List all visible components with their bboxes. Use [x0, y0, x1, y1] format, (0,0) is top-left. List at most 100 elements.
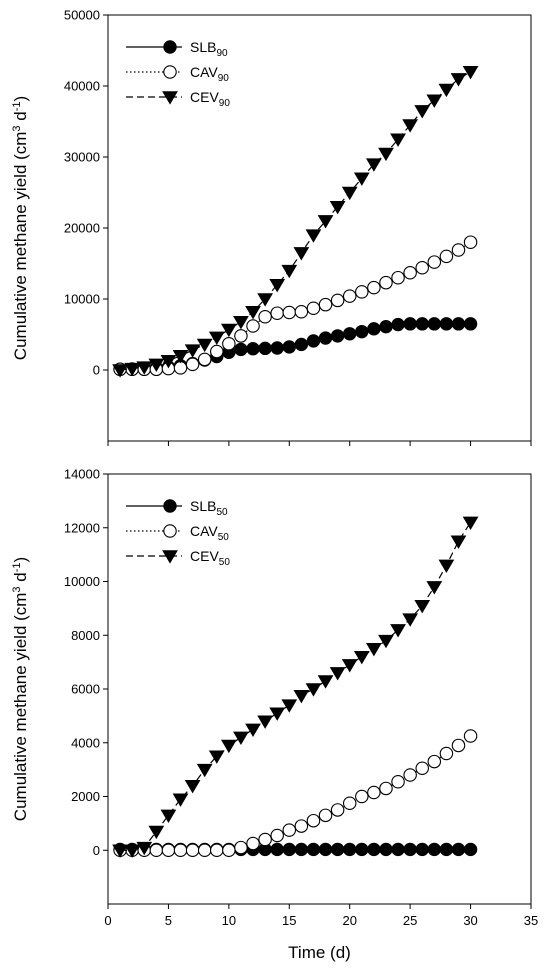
data-point-slb [246, 342, 260, 356]
y-tick-label: 4000 [71, 735, 100, 750]
data-point-cav [306, 301, 321, 315]
data-point-cev [341, 659, 358, 673]
data-point-cav [355, 789, 369, 804]
data-point-cev [426, 581, 443, 595]
data-point-cav [415, 261, 429, 275]
data-point-cev [305, 229, 322, 243]
data-point-cev [329, 200, 346, 215]
data-point-cev [353, 172, 370, 186]
data-point-slb [258, 341, 272, 356]
data-point-cav [294, 305, 309, 319]
data-point-cev [281, 264, 298, 279]
data-point-cav [282, 305, 297, 320]
data-point-slb [427, 842, 442, 857]
data-point-cav [234, 329, 248, 343]
data-point-cav [403, 768, 417, 782]
data-point-slb [306, 842, 321, 857]
data-point-cav [379, 781, 393, 796]
data-point-cev [269, 707, 286, 721]
data-point-slb [270, 341, 284, 355]
data-point-cev [269, 279, 286, 293]
series-cav [113, 235, 478, 377]
x-tick-label: 0 [104, 913, 111, 928]
y-tick-label: 8000 [71, 628, 100, 643]
data-point-slb [439, 317, 454, 331]
data-point-cav [185, 357, 200, 372]
data-point-cav [185, 843, 200, 857]
data-point-slb [367, 842, 381, 857]
data-point-slb [391, 317, 405, 332]
data-point-slb [451, 317, 466, 331]
data-point-cev [196, 338, 213, 353]
chart-panel-bottom: 0 2000 4000 6000 8000 10000 12000 14000 0 5 10 15 20… [11, 467, 538, 963]
data-point-slb [270, 842, 284, 857]
data-point-cav [439, 249, 454, 264]
legend: SLB90 CAV90 CEV90 [126, 39, 230, 109]
data-point-slb [355, 842, 369, 857]
legend-label-slb: SLB90 [190, 39, 228, 59]
data-point-cev [378, 147, 394, 162]
series-cev [112, 66, 479, 378]
data-point-cav [391, 774, 405, 789]
data-point-cav [355, 285, 369, 299]
data-point-cev [341, 186, 358, 201]
series-line-cav [120, 735, 471, 851]
data-point-cav [330, 293, 345, 308]
data-point-slb [439, 842, 454, 857]
data-point-slb [379, 842, 393, 857]
data-point-cav [463, 729, 478, 743]
series-cev [112, 516, 479, 858]
data-point-cev [462, 66, 479, 80]
data-point-cav [415, 761, 429, 776]
data-point-cev [366, 158, 382, 172]
data-point-cav [222, 336, 236, 351]
data-point-cav [294, 819, 309, 833]
data-point-cav [391, 270, 405, 285]
data-point-slb [415, 842, 429, 857]
data-point-slb [391, 842, 405, 857]
data-point-slb [318, 842, 333, 857]
data-point-cav [451, 738, 466, 753]
legend-marker-slb [163, 499, 177, 513]
data-point-cav [246, 319, 260, 333]
data-point-cav [403, 265, 417, 280]
data-point-cev [196, 763, 213, 778]
data-point-cev [293, 689, 310, 704]
data-point-slb [282, 842, 296, 857]
y-tick-label: 6000 [71, 682, 100, 697]
y-tick-label: 40000 [64, 79, 100, 94]
data-point-slb [463, 842, 478, 857]
data-point-cev [450, 73, 467, 87]
data-point-cev [160, 355, 177, 369]
data-point-slb [415, 317, 429, 331]
data-point-cev [245, 723, 261, 737]
data-point-cev [293, 247, 310, 261]
plot-frame [107, 473, 532, 905]
data-point-cev [438, 559, 455, 574]
data-point-cav [439, 746, 454, 761]
x-tick-label: 25 [403, 913, 417, 928]
data-point-slb [355, 324, 369, 339]
x-tick-label: 15 [282, 913, 296, 928]
data-point-cev [366, 642, 382, 657]
data-point-slb [234, 342, 248, 357]
data-point-slb [451, 842, 466, 857]
legend-label-cev: CEV90 [190, 89, 230, 109]
data-point-cav [149, 843, 164, 857]
data-point-slb [318, 331, 333, 345]
data-point-cav [173, 361, 188, 375]
y-tick-label: 50000 [64, 8, 100, 23]
data-point-cav [161, 843, 176, 857]
data-point-slb [343, 842, 357, 857]
data-point-cav [318, 297, 333, 312]
data-point-slb [294, 337, 309, 352]
data-point-cev [124, 844, 141, 858]
x-tick-label: 10 [222, 913, 236, 928]
data-point-cav [197, 352, 212, 367]
data-point-cev [220, 739, 237, 754]
data-point-cev [426, 94, 443, 108]
data-point-cav [463, 235, 478, 249]
data-point-cev [233, 731, 249, 746]
data-point-slb [463, 317, 478, 331]
data-point-cev [220, 323, 237, 338]
